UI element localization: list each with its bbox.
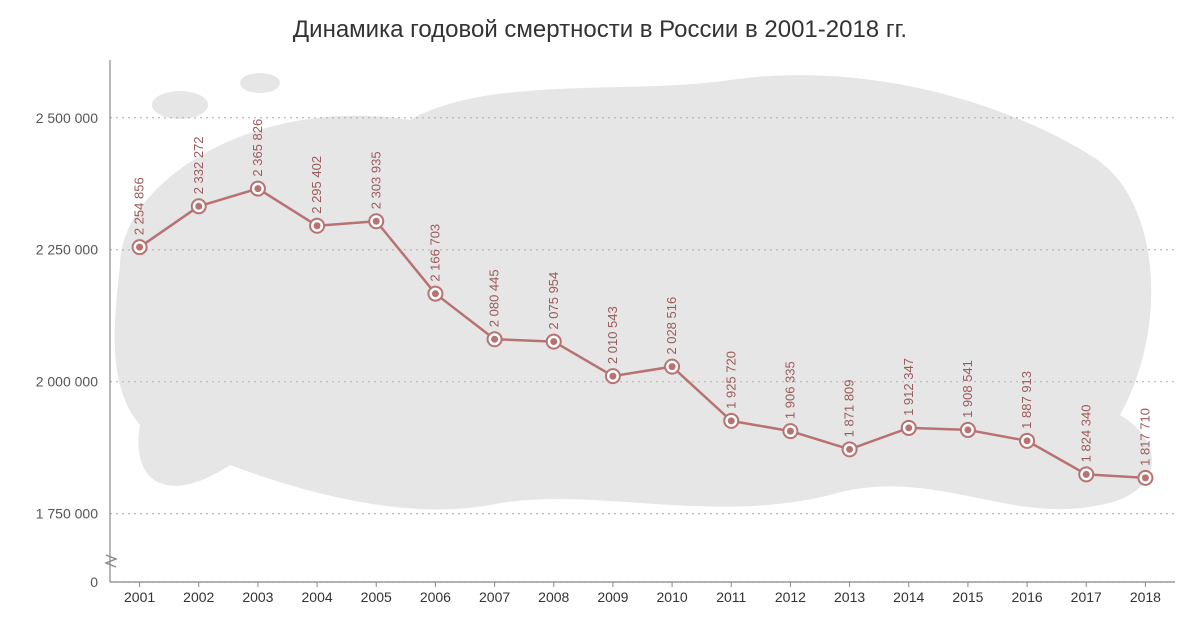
data-point-label: 1 906 335 [782, 361, 797, 419]
x-axis-label: 2009 [597, 589, 628, 605]
data-point-inner [1083, 471, 1090, 478]
data-point-inner [728, 417, 735, 424]
y-axis-label: 2 250 000 [36, 242, 98, 258]
data-point-inner [609, 373, 616, 380]
x-axis-label: 2014 [893, 589, 924, 605]
data-point-inner [491, 336, 498, 343]
x-axis-label: 2017 [1071, 589, 1102, 605]
data-point-inner [964, 426, 971, 433]
y-axis-label: 2 500 000 [36, 110, 98, 126]
data-point-label: 1 925 720 [723, 351, 738, 409]
x-axis-label: 2002 [183, 589, 214, 605]
data-point-label: 2 166 703 [427, 224, 442, 282]
data-point-label: 1 871 809 [842, 379, 857, 437]
x-axis-label: 2007 [479, 589, 510, 605]
y-axis-label: 0 [90, 574, 98, 590]
data-point-inner [787, 428, 794, 435]
x-axis-label: 2005 [361, 589, 392, 605]
data-point-inner [1024, 437, 1031, 444]
data-point-label: 2 365 826 [250, 119, 265, 177]
data-point-inner [136, 244, 143, 251]
x-axis-label: 2013 [834, 589, 865, 605]
x-axis-label: 2003 [242, 589, 273, 605]
data-point-label: 1 824 340 [1078, 405, 1093, 463]
data-point-label: 2 075 954 [546, 272, 561, 330]
y-axis-label: 1 750 000 [36, 506, 98, 522]
data-point-label: 2 028 516 [664, 297, 679, 355]
data-point-inner [373, 218, 380, 225]
x-axis-label: 2004 [302, 589, 333, 605]
data-point-inner [195, 203, 202, 210]
data-point-label: 2 295 402 [309, 156, 324, 214]
data-point-label: 1 908 541 [960, 360, 975, 418]
x-axis-label: 2015 [952, 589, 983, 605]
background-map-island [240, 73, 280, 93]
x-axis-label: 2006 [420, 589, 451, 605]
background-map [115, 75, 1152, 509]
data-point-inner [550, 338, 557, 345]
x-axis-label: 2018 [1130, 589, 1161, 605]
data-point-inner [314, 222, 321, 229]
data-point-inner [1142, 474, 1149, 481]
data-point-inner [846, 446, 853, 453]
data-point-label: 1 912 347 [901, 358, 916, 416]
data-point-label: 2 080 445 [487, 269, 502, 327]
data-point-inner [254, 185, 261, 192]
background-map-island [152, 91, 208, 119]
data-point-inner [432, 290, 439, 297]
chart-title: Динамика годовой смертности в России в 2… [0, 0, 1200, 52]
x-axis-label: 2008 [538, 589, 569, 605]
line-chart: 0 1 750 000 2 000 000 2 250 000 2 500 000 200… [0, 52, 1200, 628]
x-axis-label: 2010 [657, 589, 688, 605]
data-point-label: 1 817 710 [1137, 408, 1152, 466]
y-axis-label: 2 000 000 [36, 374, 98, 390]
data-point-label: 2 254 856 [132, 177, 147, 235]
x-axis-label: 2001 [124, 589, 155, 605]
data-point-label: 2 332 272 [191, 136, 206, 194]
data-point-inner [669, 363, 676, 370]
data-point-label: 2 303 935 [368, 151, 383, 209]
data-point-inner [905, 424, 912, 431]
x-axis-label: 2012 [775, 589, 806, 605]
x-axis-label: 2016 [1012, 589, 1043, 605]
data-point-label: 2 010 543 [605, 306, 620, 364]
axis-break-mark [106, 555, 116, 567]
chart-container: Динамика годовой смертности в России в 2… [0, 0, 1200, 628]
data-point-label: 1 887 913 [1019, 371, 1034, 429]
x-axis-label: 2011 [716, 589, 746, 605]
